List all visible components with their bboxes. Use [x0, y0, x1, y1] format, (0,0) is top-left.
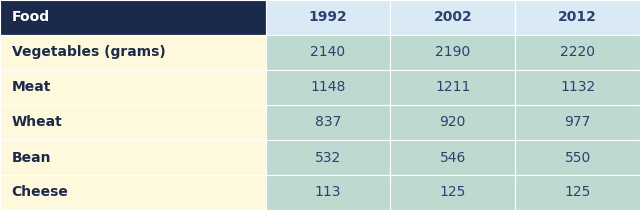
Bar [515, 175, 640, 210]
Text: 977: 977 [564, 116, 591, 130]
Bar [0, 140, 266, 175]
Bar [390, 0, 515, 35]
Text: 125: 125 [440, 185, 466, 200]
Bar [0, 105, 266, 140]
Text: Vegetables (grams): Vegetables (grams) [12, 46, 165, 59]
Bar [266, 140, 390, 175]
Text: 1211: 1211 [435, 80, 470, 94]
Bar [515, 0, 640, 35]
Bar [266, 35, 390, 70]
Text: 1132: 1132 [560, 80, 595, 94]
Bar [390, 105, 515, 140]
Bar [266, 70, 390, 105]
Text: 2012: 2012 [558, 10, 597, 25]
Text: 920: 920 [440, 116, 466, 130]
Bar [0, 175, 266, 210]
Bar [390, 175, 515, 210]
Text: 1992: 1992 [308, 10, 348, 25]
Bar [515, 35, 640, 70]
Text: 550: 550 [564, 151, 591, 164]
Bar [0, 70, 266, 105]
Text: Cheese: Cheese [12, 185, 68, 200]
Text: 2220: 2220 [560, 46, 595, 59]
Text: 546: 546 [440, 151, 466, 164]
Text: 2002: 2002 [433, 10, 472, 25]
Bar [0, 35, 266, 70]
Text: Wheat: Wheat [12, 116, 62, 130]
Bar [266, 175, 390, 210]
Bar [0, 0, 266, 35]
Text: 113: 113 [315, 185, 341, 200]
Text: 1148: 1148 [310, 80, 346, 94]
Text: Food: Food [12, 10, 50, 25]
Text: 532: 532 [315, 151, 341, 164]
Text: 125: 125 [564, 185, 591, 200]
Text: 2140: 2140 [310, 46, 346, 59]
Bar [515, 140, 640, 175]
Bar [390, 140, 515, 175]
Bar [390, 35, 515, 70]
Text: Bean: Bean [12, 151, 51, 164]
Bar [515, 70, 640, 105]
Text: 837: 837 [315, 116, 341, 130]
Text: Meat: Meat [12, 80, 51, 94]
Bar [515, 105, 640, 140]
Text: 2190: 2190 [435, 46, 470, 59]
Bar [266, 105, 390, 140]
Bar [266, 0, 390, 35]
Bar [390, 70, 515, 105]
